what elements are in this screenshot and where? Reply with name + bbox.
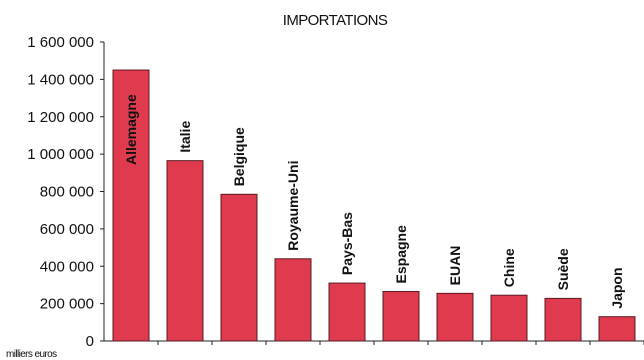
bar-belgique <box>220 193 258 342</box>
category-label: Espagne <box>393 225 409 284</box>
category-label: Chine <box>501 248 517 287</box>
bar-chine <box>490 294 528 342</box>
bar-italie <box>166 160 204 342</box>
bar-royaume-uni <box>274 258 312 342</box>
bar-espagne <box>382 290 420 342</box>
bar-euan <box>436 292 474 342</box>
category-label: Italie <box>177 121 193 153</box>
y-axis-unit-label: milliers euros <box>6 349 57 360</box>
y-tick-label: 0 <box>86 333 94 350</box>
bar-pays-bas <box>328 282 366 342</box>
y-tick-label: 1 200 000 <box>27 109 94 126</box>
category-label: Belgique <box>231 127 247 186</box>
y-tick-label: 400 000 <box>40 258 94 275</box>
category-label: Allemagne <box>123 94 139 165</box>
chart-title: IMPORTATIONS <box>283 12 388 29</box>
y-tick-label: 800 000 <box>40 184 94 201</box>
y-tick-label: 200 000 <box>40 296 94 313</box>
category-label: EUAN <box>447 246 463 286</box>
category-label: Pays-Bas <box>339 212 355 275</box>
category-label: Japon <box>609 267 625 308</box>
bars-group: Allemagne Italie Belgique Royaume-Uni Pays-B… <box>112 69 644 345</box>
y-axis-ticks: 0 200 000 400 000 600 000 800 000 1 000 000 1 … <box>27 34 104 350</box>
y-tick-label: 1 400 000 <box>27 71 94 88</box>
category-label: Suède <box>555 248 571 290</box>
y-tick-label: 600 000 <box>40 221 94 238</box>
y-tick-label: 1 000 000 <box>27 146 94 163</box>
bar-su-de <box>544 297 582 342</box>
bar-japon <box>598 316 636 342</box>
y-tick-label: 1 600 000 <box>27 34 94 51</box>
category-label: Royaume-Uni <box>285 161 301 251</box>
bar-allemagne <box>112 69 150 342</box>
